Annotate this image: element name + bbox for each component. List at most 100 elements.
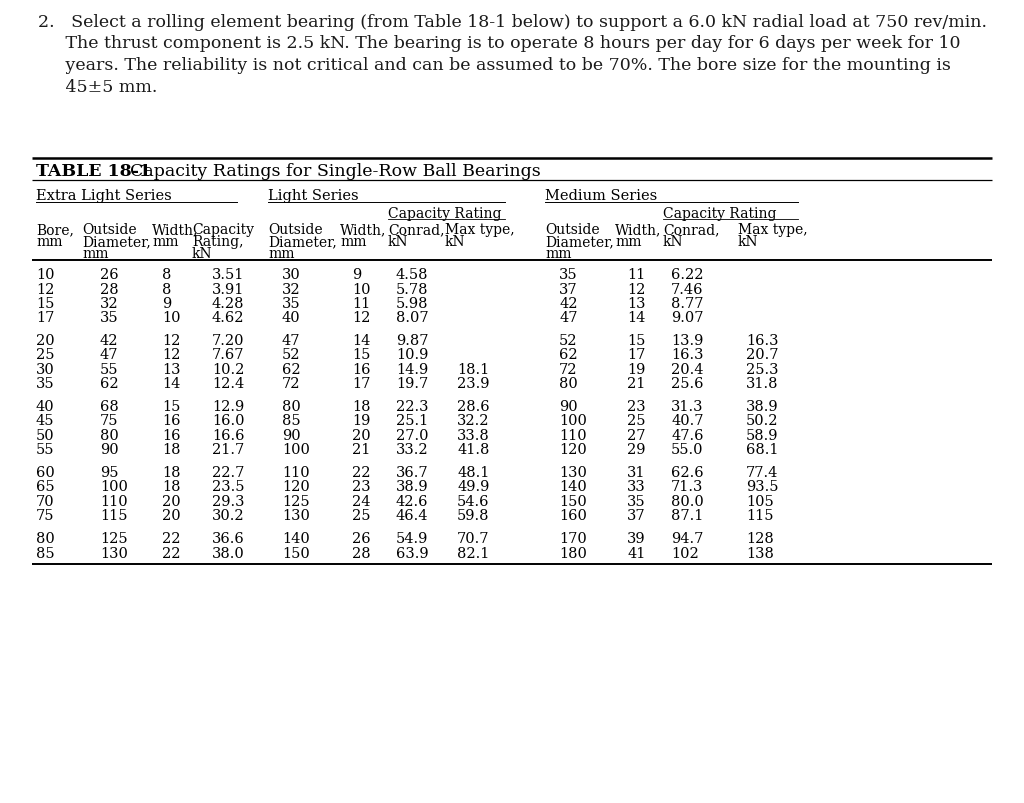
Text: 60: 60	[36, 466, 54, 479]
Text: 160: 160	[559, 509, 587, 523]
Text: 23: 23	[627, 400, 645, 414]
Text: 138: 138	[746, 546, 774, 560]
Text: 4.62: 4.62	[212, 311, 245, 325]
Text: Conrad,: Conrad,	[663, 222, 720, 237]
Text: 26: 26	[100, 267, 119, 282]
Text: 16.0: 16.0	[212, 414, 245, 428]
Text: 19.7: 19.7	[396, 377, 428, 391]
Text: 45±5 mm.: 45±5 mm.	[38, 79, 158, 96]
Text: 12: 12	[162, 348, 180, 362]
Text: 31.3: 31.3	[671, 400, 703, 414]
Text: Width,: Width,	[152, 222, 199, 237]
Text: 16.3: 16.3	[746, 333, 778, 348]
Text: 29: 29	[627, 443, 645, 457]
Text: Conrad,: Conrad,	[388, 222, 444, 237]
Text: 35: 35	[559, 267, 578, 282]
Text: kN: kN	[388, 234, 409, 249]
Text: 2.   Select a rolling element bearing (from Table 18-1 below) to support a 6.0 k: 2. Select a rolling element bearing (fro…	[38, 14, 987, 31]
Text: 47: 47	[100, 348, 119, 362]
Text: 63.9: 63.9	[396, 546, 429, 560]
Text: 35: 35	[282, 296, 301, 311]
Text: 102: 102	[671, 546, 698, 560]
Text: Diameter,: Diameter,	[82, 234, 151, 249]
Text: 180: 180	[559, 546, 587, 560]
Text: 20: 20	[162, 495, 180, 508]
Text: 10: 10	[36, 267, 54, 282]
Text: Outside: Outside	[545, 222, 600, 237]
Text: 9.87: 9.87	[396, 333, 428, 348]
Text: 16: 16	[162, 414, 180, 428]
Text: 47.6: 47.6	[671, 429, 703, 442]
Text: Rating,: Rating,	[193, 234, 244, 249]
Text: 18: 18	[162, 443, 180, 457]
Text: 70: 70	[36, 495, 54, 508]
Text: 20: 20	[36, 333, 54, 348]
Text: 32.2: 32.2	[457, 414, 489, 428]
Text: 36.6: 36.6	[212, 532, 245, 545]
Text: 80: 80	[100, 429, 119, 442]
Text: 125: 125	[282, 495, 309, 508]
Text: Diameter,: Diameter,	[545, 234, 613, 249]
Text: 46.4: 46.4	[396, 509, 428, 523]
Text: 20: 20	[352, 429, 371, 442]
Text: 62: 62	[559, 348, 578, 362]
Text: Capacity Rating: Capacity Rating	[388, 206, 502, 221]
Text: mm: mm	[268, 247, 295, 261]
Text: 52: 52	[282, 348, 300, 362]
Text: 22.3: 22.3	[396, 400, 428, 414]
Text: 150: 150	[282, 546, 309, 560]
Text: 30: 30	[282, 267, 301, 282]
Text: 13: 13	[162, 362, 180, 377]
Text: 95: 95	[100, 466, 119, 479]
Text: 62: 62	[282, 362, 301, 377]
Text: mm: mm	[545, 247, 571, 261]
Text: 24: 24	[352, 495, 371, 508]
Text: kN: kN	[738, 234, 759, 249]
Text: Outside: Outside	[82, 222, 136, 237]
Text: 25.6: 25.6	[671, 377, 703, 391]
Text: 31: 31	[627, 466, 645, 479]
Text: 68: 68	[100, 400, 119, 414]
Text: 22: 22	[162, 546, 180, 560]
Text: 9: 9	[352, 267, 361, 282]
Text: 12: 12	[162, 333, 180, 348]
Text: Diameter,: Diameter,	[268, 234, 337, 249]
Text: kN: kN	[445, 234, 466, 249]
Text: 80: 80	[36, 532, 54, 545]
Text: 115: 115	[746, 509, 773, 523]
Text: 65: 65	[36, 480, 54, 494]
Text: 70.7: 70.7	[457, 532, 489, 545]
Text: 12: 12	[627, 282, 645, 296]
Text: 17: 17	[352, 377, 371, 391]
Text: 37: 37	[559, 282, 578, 296]
Text: 55.0: 55.0	[671, 443, 703, 457]
Text: Outside: Outside	[268, 222, 323, 237]
Text: 28.6: 28.6	[457, 400, 489, 414]
Text: 30.2: 30.2	[212, 509, 245, 523]
Text: Capacity: Capacity	[193, 222, 254, 237]
Text: 3.51: 3.51	[212, 267, 245, 282]
Text: 48.1: 48.1	[457, 466, 489, 479]
Text: 54.9: 54.9	[396, 532, 428, 545]
Text: 22.7: 22.7	[212, 466, 245, 479]
Text: 90: 90	[282, 429, 301, 442]
Text: 35: 35	[36, 377, 54, 391]
Text: 26: 26	[352, 532, 371, 545]
Text: 100: 100	[559, 414, 587, 428]
Text: Extra Light Series: Extra Light Series	[36, 189, 172, 202]
Text: 17: 17	[627, 348, 645, 362]
Text: TABLE 18-1: TABLE 18-1	[36, 163, 152, 180]
Text: Max type,: Max type,	[445, 222, 515, 237]
Text: 27.0: 27.0	[396, 429, 428, 442]
Text: 93.5: 93.5	[746, 480, 778, 494]
Text: 8: 8	[162, 267, 171, 282]
Text: 150: 150	[559, 495, 587, 508]
Text: 28: 28	[352, 546, 371, 560]
Text: 29.3: 29.3	[212, 495, 245, 508]
Text: 90: 90	[100, 443, 119, 457]
Text: 130: 130	[282, 509, 310, 523]
Text: 110: 110	[100, 495, 128, 508]
Text: 9.07: 9.07	[671, 311, 703, 325]
Text: 6.22: 6.22	[671, 267, 703, 282]
Text: 14: 14	[352, 333, 371, 348]
